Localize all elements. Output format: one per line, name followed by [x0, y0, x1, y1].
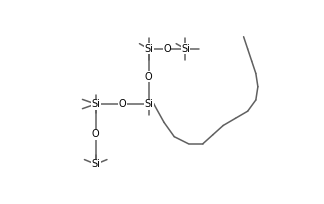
- Text: Si: Si: [144, 99, 153, 109]
- Text: O: O: [118, 99, 126, 109]
- Text: Si: Si: [91, 99, 100, 109]
- Text: O: O: [145, 71, 153, 82]
- Text: Si: Si: [91, 159, 100, 169]
- Text: O: O: [163, 44, 171, 54]
- Text: Si: Si: [144, 44, 153, 54]
- Text: Si: Si: [181, 44, 190, 54]
- Text: O: O: [92, 129, 99, 139]
